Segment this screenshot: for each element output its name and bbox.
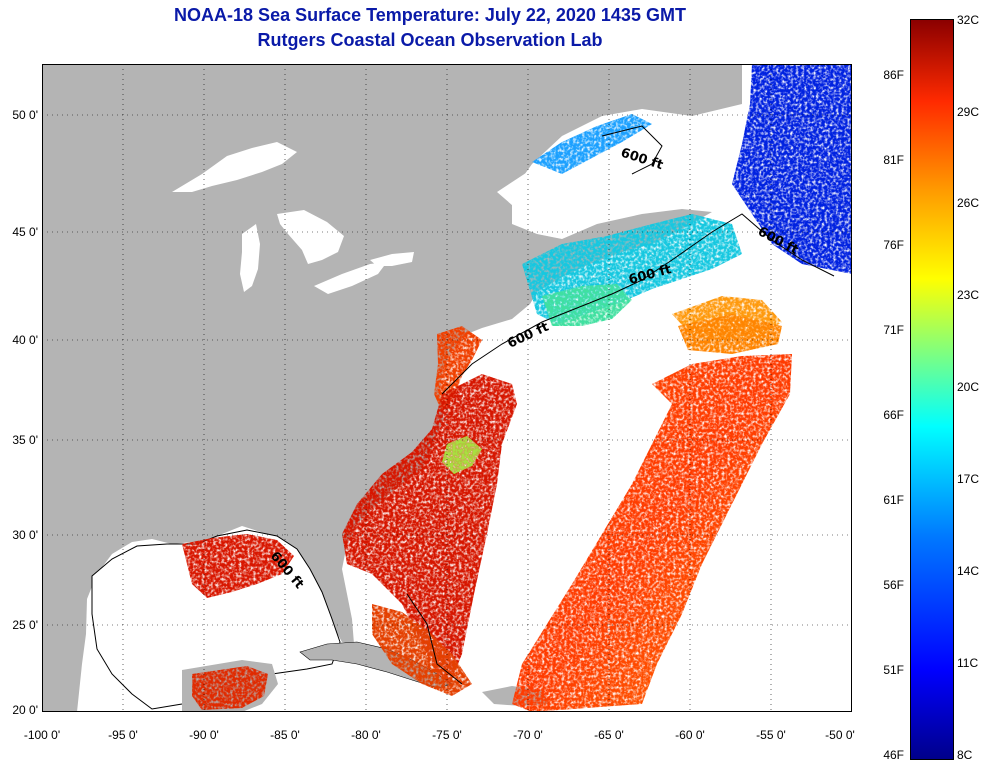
sst-gulf-florida xyxy=(182,534,294,598)
sst-labrador xyxy=(732,64,852,274)
lon-label-100: -100 0' xyxy=(23,728,61,742)
colorbar-f-label: 81F xyxy=(883,153,904,167)
lon-label-75: -75 0' xyxy=(432,728,462,742)
lat-label-45: 45 0' xyxy=(12,225,38,239)
colorbar-f-label: 46F xyxy=(883,748,904,762)
lat-label-50: 50 0' xyxy=(12,108,38,122)
lon-label-60: -60 0' xyxy=(675,728,705,742)
colorbar-c-label: 29C xyxy=(957,105,980,119)
colorbar-f-label: 56F xyxy=(883,578,904,592)
colorbar-c-label: 26C xyxy=(957,196,980,210)
colorbar-f-label: 86F xyxy=(883,68,904,82)
map-subtitle: Rutgers Coastal Ocean Observation Lab xyxy=(257,30,603,50)
lake-superior xyxy=(172,142,297,192)
colorbar-f-label: 51F xyxy=(883,663,904,677)
colorbar-f-label: 66F xyxy=(883,408,904,422)
lat-label-25: 25 0' xyxy=(12,618,38,632)
colorbar-f-label: 76F xyxy=(883,238,904,252)
lon-label-50: -50 0' xyxy=(825,728,855,742)
colorbar-f-label: 61F xyxy=(883,493,904,507)
st-lawrence-gulf xyxy=(497,122,662,212)
sst-map: 600 ft 600 ft 600 ft 600 ft 600 ft xyxy=(42,64,852,712)
sst-bahamas xyxy=(372,604,472,696)
lat-label-40: 40 0' xyxy=(12,333,38,347)
sst-gulf-south xyxy=(192,666,268,710)
sst-hatteras-mix xyxy=(442,436,482,474)
lon-label-85: -85 0' xyxy=(270,728,300,742)
sst-atlantic-swath xyxy=(512,354,792,712)
sst-map-canvas: 600 ft 600 ft 600 ft 600 ft 600 ft xyxy=(42,64,852,712)
lat-label-35: 35 0' xyxy=(12,433,38,447)
lon-label-80: -80 0' xyxy=(351,728,381,742)
map-frame xyxy=(42,64,852,712)
colorbar-c-label: 23C xyxy=(957,288,980,302)
sst-atlantic-north-patch xyxy=(678,314,782,354)
map-title: NOAA-18 Sea Surface Temperature: July 22… xyxy=(174,5,686,25)
colorbar-c-label: 32C xyxy=(957,13,980,27)
bathymetry-600ft-contour xyxy=(406,125,835,685)
colorbar-c-label: 20C xyxy=(957,380,980,394)
lon-label-95: -95 0' xyxy=(108,728,138,742)
lon-label-90: -90 0' xyxy=(189,728,219,742)
temperature-colorbar xyxy=(910,19,954,760)
lon-label-55: -55 0' xyxy=(756,728,786,742)
lake-huron xyxy=(277,210,344,264)
colorbar-c-label: 11C xyxy=(957,656,979,670)
colorbar-c-label: 17C xyxy=(957,472,980,486)
colorbar-c-label: 14C xyxy=(957,564,980,578)
lake-michigan xyxy=(240,224,260,292)
graticule xyxy=(42,64,852,712)
lon-label-65: -65 0' xyxy=(594,728,624,742)
colorbar-f-label: 71F xyxy=(883,323,904,337)
sst-gulf-stlawrence xyxy=(532,114,652,174)
lat-label-30: 30 0' xyxy=(12,528,38,542)
land-mass xyxy=(42,64,742,712)
lat-label-20: 20 0' xyxy=(12,703,38,717)
lake-erie xyxy=(314,262,387,294)
lon-label-70: -70 0' xyxy=(513,728,543,742)
lake-ontario xyxy=(370,252,414,266)
colorbar-c-label: 8C xyxy=(957,748,973,762)
